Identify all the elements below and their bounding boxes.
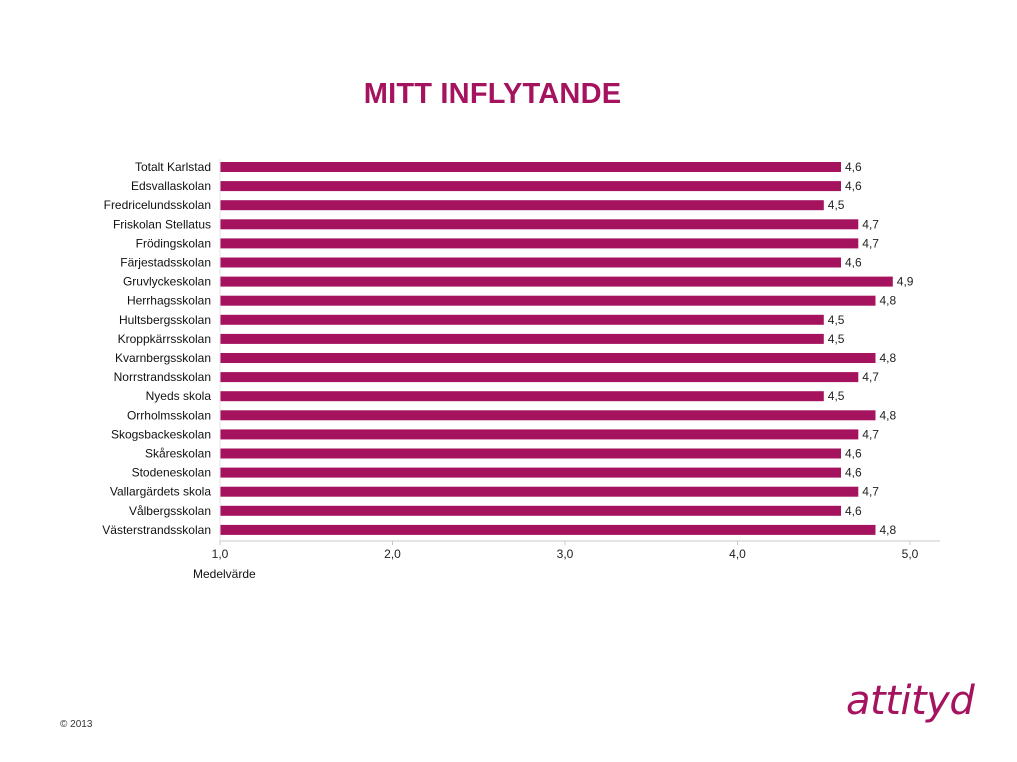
bar (220, 429, 859, 440)
copyright-notice: © 2013 (60, 719, 93, 730)
bar (220, 238, 859, 249)
bar (220, 276, 893, 287)
value-label: 4,7 (862, 485, 879, 499)
category-label: Skåreskolan (145, 447, 211, 461)
category-label: Norrstrandsskolan (114, 370, 211, 384)
category-label: Färjestadsskolan (120, 256, 211, 270)
category-label: Vallargärdets skola (110, 485, 211, 499)
chart-title: MITT INFLYTANDE (363, 78, 622, 110)
value-label: 4,8 (880, 523, 897, 537)
value-label: 4,6 (845, 256, 862, 270)
category-label: Frödingskolan (136, 236, 211, 250)
category-label: Friskolan Stellatus (113, 217, 211, 231)
bar (220, 467, 841, 478)
bar (220, 372, 859, 383)
category-label: Kvarnbergsskolan (115, 351, 211, 365)
x-tick-label: 2,0 (384, 547, 401, 561)
category-label: Vålbergsskolan (129, 504, 211, 518)
value-label: 4,5 (828, 313, 845, 327)
bar (220, 200, 824, 211)
value-label: 4,8 (880, 351, 897, 365)
value-label: 4,7 (862, 427, 879, 441)
category-label: Gruvlyckeskolan (123, 275, 211, 289)
category-label: Hultsbergsskolan (119, 313, 211, 327)
value-label: 4,9 (897, 275, 914, 289)
bar (220, 505, 841, 516)
value-label: 4,5 (828, 389, 845, 403)
attityd-logo: attityd (846, 678, 975, 724)
category-label: Edsvallaskolan (131, 179, 211, 193)
bar (220, 181, 841, 192)
category-label: Totalt Karlstad (135, 160, 211, 174)
category-label: Nyeds skola (146, 389, 212, 403)
category-label: Herrhagsskolan (127, 294, 211, 308)
x-tick-label: 5,0 (902, 547, 919, 561)
bar (220, 257, 841, 268)
x-tick-label: 4,0 (729, 547, 746, 561)
x-axis-label: Medelvärde (193, 567, 256, 581)
x-tick-label: 3,0 (557, 547, 574, 561)
category-labels: Totalt Karlstad Edsvallaskolan Fredricelun… (102, 160, 211, 537)
value-label: 4,6 (845, 466, 862, 480)
value-labels: 4,64,64,54,74,74,64,94,84,54,54,84,74,54… (828, 160, 914, 537)
bar (220, 448, 841, 459)
category-label: Kroppkärrsskolan (118, 332, 211, 346)
category-label: Fredricelundsskolan (104, 198, 211, 212)
value-label: 4,8 (880, 408, 897, 422)
value-label: 4,7 (862, 236, 879, 250)
value-label: 4,6 (845, 504, 862, 518)
value-label: 4,5 (828, 332, 845, 346)
bar (220, 295, 876, 306)
value-label: 4,6 (845, 160, 862, 174)
bar (220, 353, 876, 363)
bar (220, 391, 824, 402)
bar (220, 314, 824, 325)
category-label: Västerstrandsskolan (102, 523, 211, 537)
bar (220, 524, 876, 535)
bars-group (220, 162, 893, 535)
value-label: 4,6 (845, 179, 862, 193)
x-axis: 1,0 2,0 3,0 4,0 5,0 (212, 159, 940, 561)
value-label: 4,7 (862, 370, 879, 384)
bar (220, 486, 859, 497)
value-label: 4,6 (845, 447, 862, 461)
value-label: 4,8 (880, 294, 897, 308)
x-tick-label: 1,0 (212, 547, 229, 561)
category-label: Skogsbackeskolan (111, 427, 211, 441)
category-label: Orrholmsskolan (127, 408, 211, 422)
category-label: Stodeneskolan (132, 466, 211, 480)
bar (220, 219, 859, 230)
value-label: 4,7 (862, 217, 879, 231)
value-label: 4,5 (828, 198, 845, 212)
bar (220, 333, 824, 344)
bar (220, 162, 841, 172)
bar (220, 410, 876, 421)
